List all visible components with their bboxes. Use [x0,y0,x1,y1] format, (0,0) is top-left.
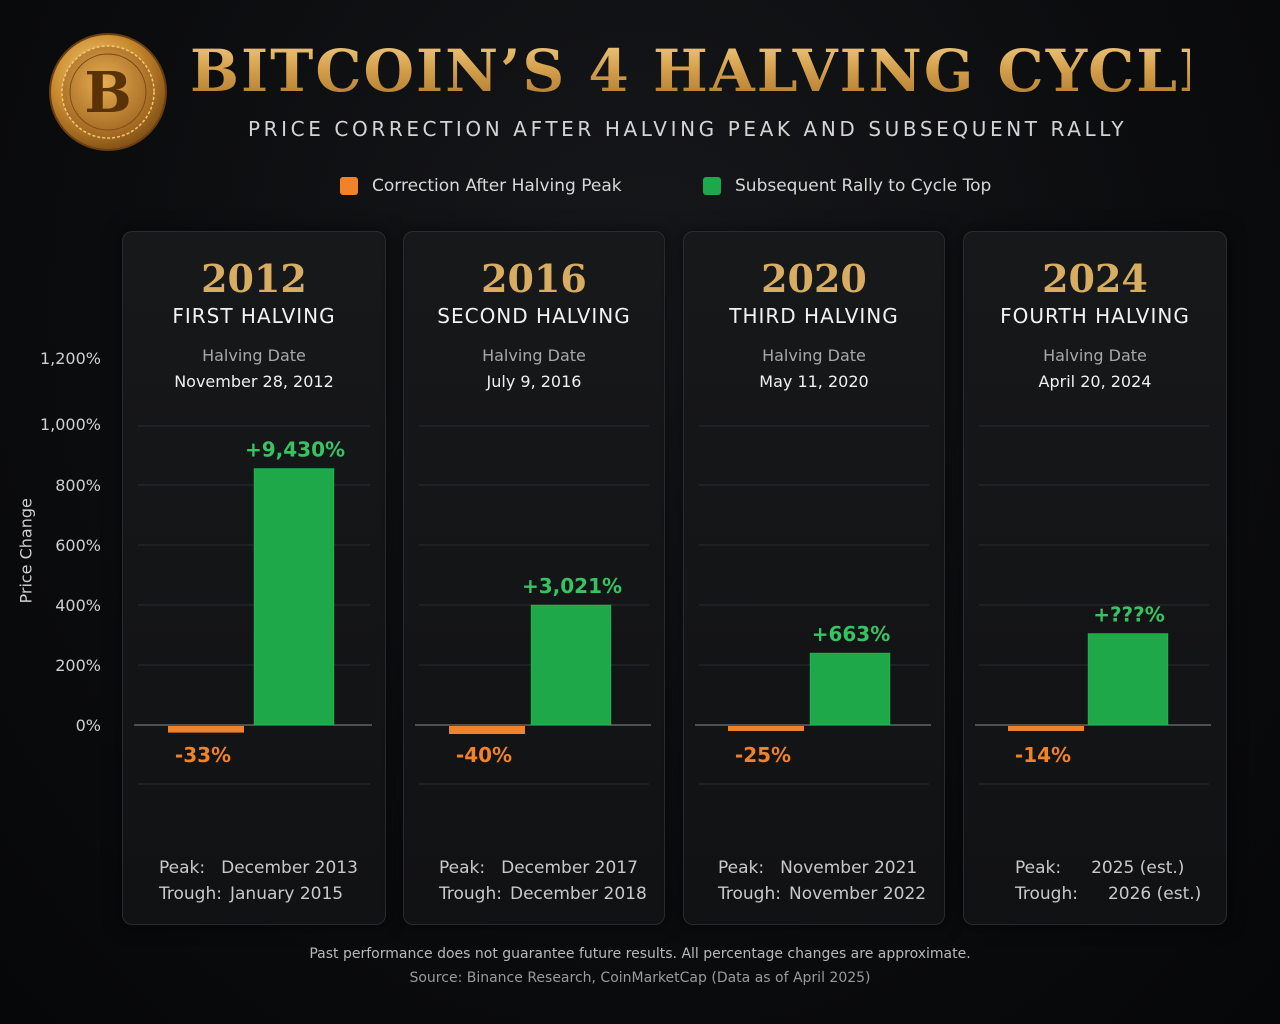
y-tick-label: 800% [55,476,101,495]
panel-year: 2012 [201,256,307,301]
data-label-correction: -40% [456,743,512,767]
y-tick-label: 1,000% [40,415,101,434]
y-tick-label: 0% [76,716,101,735]
data-label-correction: -33% [175,743,231,767]
peak-row: Peak: November 2021 [718,858,917,878]
trough-row: Trough: January 2015 [159,884,343,904]
data-label-rally: +???% [1093,603,1165,627]
trough-value: 2026 (est.) [1107,884,1202,904]
legend-label-correction: Correction After Halving Peak [372,176,622,196]
legend: Correction After Halving Peak Subsequent… [340,176,1040,202]
trough-label: Trough: [439,884,502,904]
halving-date: April 20, 2024 [1038,372,1152,391]
bitcoin-coin-icon: B [49,33,167,151]
panel-halving-name: SECOND HALVING [437,304,631,328]
y-tick-label: 200% [55,656,101,675]
page-title: BITCOIN’S 4 HALVING CYCLES [190,37,1270,105]
bar-rally [530,604,612,726]
panel-halving-name: FOURTH HALVING [1000,304,1190,328]
trough-row: Trough: 2026 (est.) [1015,884,1201,904]
legend-label-rally: Subsequent Rally to Cycle Top [735,176,992,196]
panel-year: 2016 [481,256,587,301]
legend-swatch-rally [703,177,721,195]
page-subtitle: PRICE CORRECTION AFTER HALVING PEAK AND … [248,117,1128,141]
coin-letter: B [84,60,131,126]
bar-correction [168,726,244,733]
bar-rally [809,652,891,726]
halving-date-label: Halving Date [202,346,306,365]
halving-date-label: Halving Date [1043,346,1147,365]
data-label-rally: +9,430% [245,438,345,462]
legend-swatch-correction [340,177,358,195]
peak-value: December 2013 [221,858,358,878]
peak-value: December 2017 [501,858,638,878]
peak-label: Peak: [159,858,206,878]
trough-label: Trough: [718,884,781,904]
bar-correction [1008,726,1084,731]
data-label-rally: +663% [812,622,891,646]
trough-value: December 2018 [509,884,647,904]
panel-halving-name: FIRST HALVING [172,304,336,328]
trough-label: Trough: [159,884,222,904]
legend-item-correction: Correction After Halving Peak [340,176,622,196]
trough-label: Trough: [1015,884,1078,904]
halving-date-label: Halving Date [762,346,866,365]
bar-correction [449,726,525,734]
peak-value: 2025 (est.) [1091,858,1185,878]
panel-2016: 2016 SECOND HALVING Halving Date July 9,… [403,231,665,925]
data-label-rally: +3,021% [522,574,622,598]
source-note: Source: Binance Research, CoinMarketCap … [409,970,871,986]
peak-value: November 2021 [780,858,918,878]
trough-value: November 2022 [788,884,927,904]
peak-label: Peak: [1015,858,1062,878]
bar-rally [253,468,335,726]
bar-rally [1087,633,1169,726]
peak-row: Peak: December 2013 [159,858,358,878]
data-label-correction: -14% [1015,743,1071,767]
panel-year: 2020 [761,256,867,301]
peak-label: Peak: [439,858,486,878]
disclaimer-note: Past performance does not guarantee futu… [309,946,971,962]
halving-date: July 9, 2016 [486,372,582,391]
y-tick-label: 600% [55,536,101,555]
peak-row: Peak: December 2017 [439,858,638,878]
trough-value: January 2015 [229,884,344,904]
trough-row: Trough: November 2022 [718,884,926,904]
trough-row: Trough: December 2018 [439,884,647,904]
halving-date-label: Halving Date [482,346,586,365]
bar-correction [728,726,804,731]
y-tick-label: 1,200% [40,349,101,368]
data-label-correction: -25% [735,743,791,767]
panel-2024: 2024 FOURTH HALVING Halving Date April 2… [963,231,1227,925]
peak-row: Peak: 2025 (est.) [1015,858,1184,878]
halving-date: May 11, 2020 [759,372,869,391]
panel-halving-name: THIRD HALVING [729,304,899,328]
panel-year: 2024 [1042,256,1148,301]
legend-item-rally: Subsequent Rally to Cycle Top [703,176,991,196]
halving-date: November 28, 2012 [174,372,334,391]
peak-label: Peak: [718,858,765,878]
y-tick-label: 400% [55,596,101,615]
panel-2020: 2020 THIRD HALVING Halving Date May 11, … [683,231,945,925]
